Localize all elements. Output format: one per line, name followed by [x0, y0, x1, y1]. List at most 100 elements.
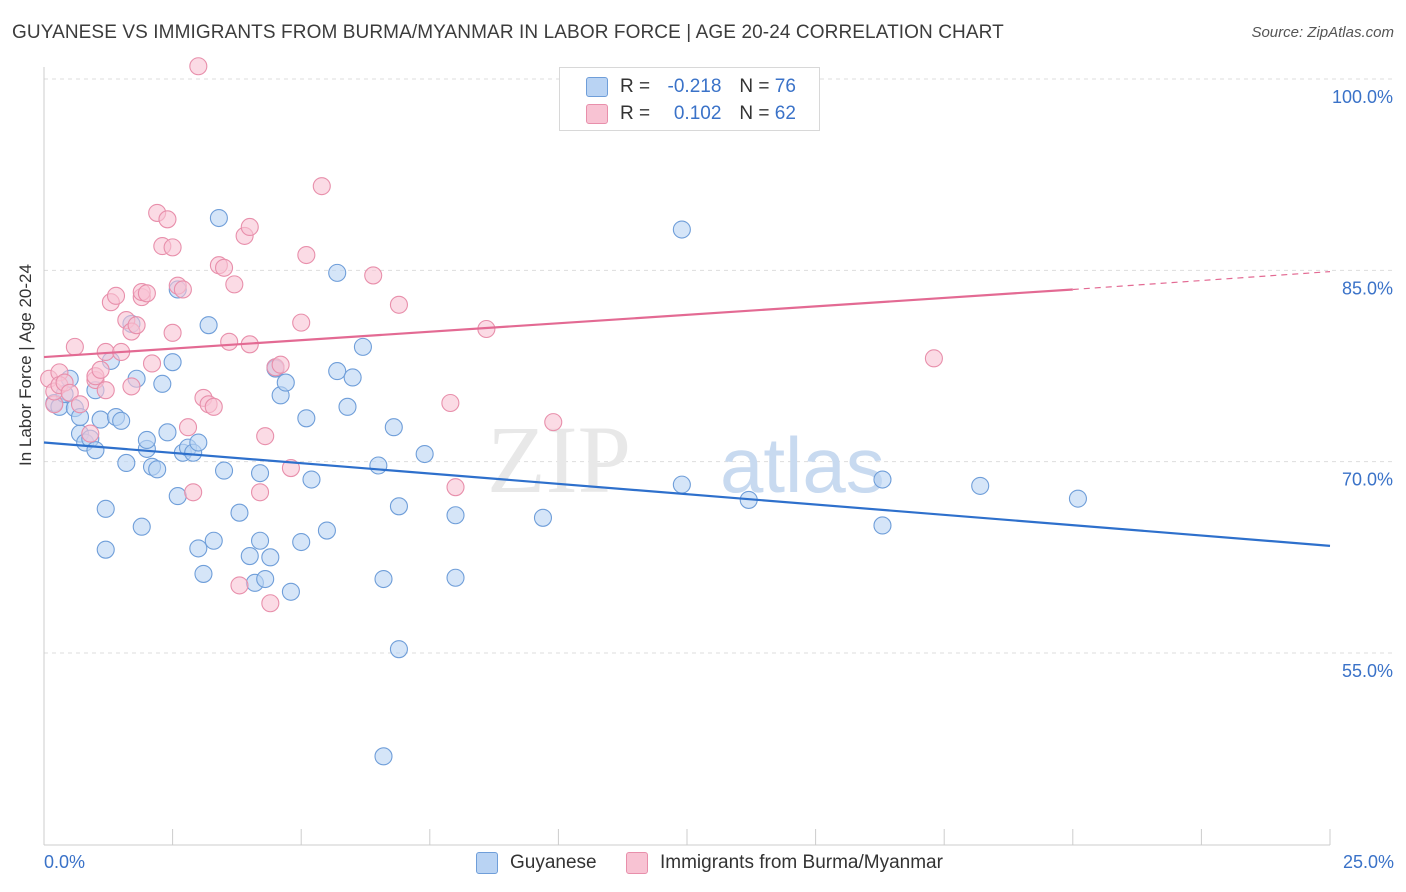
legend-n-label: N =: [739, 76, 770, 97]
point-burma: [96, 381, 115, 400]
legend-r-value: 0.102: [673, 103, 722, 124]
y-tick-label: 100.0%: [1332, 87, 1393, 107]
point-burma: [163, 323, 182, 342]
legend-row-burma: R = 0.102 N = 62: [586, 102, 796, 126]
y-tick-label: 70.0%: [1342, 470, 1393, 490]
point-guyanese: [971, 476, 990, 495]
legend-label-guyanese: Guyanese: [510, 852, 597, 873]
legend-label-burma: Immigrants from Burma/Myanmar: [660, 852, 943, 873]
point-burma: [122, 377, 141, 396]
point-guyanese: [873, 470, 892, 489]
point-burma: [106, 286, 126, 305]
point-burma: [184, 483, 203, 502]
point-guyanese: [194, 564, 213, 583]
trend-lines: [43, 271, 1331, 547]
point-guyanese: [328, 263, 347, 282]
point-guyanese: [250, 531, 270, 550]
point-guyanese: [338, 397, 357, 416]
point-guyanese: [292, 532, 311, 552]
point-guyanese: [446, 568, 465, 587]
point-guyanese: [281, 582, 300, 601]
point-guyanese: [384, 418, 403, 437]
point-burma: [230, 576, 249, 595]
point-burma: [70, 395, 90, 414]
point-guyanese: [117, 453, 136, 472]
x-tick-min: 0.0%: [44, 852, 86, 872]
legend-row-guyanese: R = -0.218 N = 76: [586, 75, 796, 99]
legend-swatch-blue: [586, 77, 608, 97]
point-guyanese: [297, 409, 316, 428]
point-burma: [240, 217, 259, 237]
legend-r-label: R =: [620, 76, 651, 97]
point-guyanese: [446, 506, 465, 525]
point-guyanese: [209, 208, 228, 228]
point-burma: [297, 245, 316, 265]
x-tick-max: 25.0%: [1342, 852, 1394, 872]
point-guyanese: [415, 444, 434, 464]
point-burma: [544, 413, 563, 432]
point-burma: [225, 275, 244, 294]
point-burma: [364, 266, 383, 285]
axes: [43, 67, 1331, 846]
trendline-burma-extension: [1072, 271, 1331, 291]
point-burma: [91, 360, 110, 379]
point-guyanese: [204, 531, 223, 550]
correlation-legend: R = -0.218 N = 76 R = 0.102 N = 62: [559, 67, 820, 131]
point-guyanese: [276, 373, 295, 392]
point-guyanese: [96, 499, 115, 518]
point-burma: [60, 383, 79, 402]
point-guyanese: [240, 547, 259, 566]
point-guyanese: [214, 461, 234, 480]
point-guyanese: [317, 521, 336, 540]
data-points: [40, 57, 1087, 766]
point-burma: [446, 478, 465, 497]
point-guyanese: [132, 517, 151, 536]
point-guyanese: [112, 411, 131, 430]
point-guyanese: [158, 423, 177, 442]
point-guyanese: [250, 464, 270, 483]
point-guyanese: [369, 456, 388, 475]
point-guyanese: [672, 475, 691, 494]
point-guyanese: [533, 508, 553, 527]
legend-swatch-pink: [586, 104, 608, 124]
legend-item-guyanese: Guyanese: [476, 852, 597, 874]
point-burma: [81, 424, 100, 443]
trendline-burma: [43, 288, 1073, 359]
point-burma: [178, 418, 198, 437]
point-guyanese: [230, 503, 249, 522]
legend-r-value: -0.218: [667, 76, 722, 97]
y-tick-label: 55.0%: [1342, 661, 1393, 681]
legend-r-label: R =: [620, 103, 651, 124]
point-guyanese: [328, 362, 347, 381]
point-burma: [441, 393, 460, 413]
point-guyanese: [189, 539, 208, 558]
point-burma: [256, 427, 275, 446]
point-guyanese: [343, 368, 362, 387]
point-burma: [389, 295, 408, 314]
point-guyanese: [91, 410, 110, 429]
point-guyanese: [86, 441, 105, 460]
grid-lines: [44, 78, 1392, 654]
point-guyanese: [374, 569, 393, 589]
point-burma: [204, 397, 223, 416]
y-tick-labels: 55.0% 70.0% 85.0% 100.0%: [1332, 87, 1393, 681]
point-guyanese: [374, 747, 393, 766]
point-burma: [137, 284, 156, 303]
legend-swatch-guyanese: [476, 852, 498, 874]
point-guyanese: [148, 460, 167, 479]
legend-n-value: 62: [774, 103, 796, 124]
legend-n-label: N =: [739, 103, 770, 124]
point-burma: [65, 337, 84, 356]
point-burma: [292, 313, 311, 332]
point-burma: [163, 238, 182, 257]
y-axis-label: In Labor Force | Age 20-24: [16, 264, 35, 466]
point-guyanese: [96, 540, 115, 559]
legend-item-burma: Immigrants from Burma/Myanmar: [626, 852, 943, 874]
point-guyanese: [189, 433, 208, 452]
point-guyanese: [389, 640, 408, 659]
point-guyanese: [873, 516, 892, 535]
point-guyanese: [168, 487, 187, 506]
point-guyanese: [1068, 489, 1087, 508]
point-burma: [250, 483, 270, 502]
